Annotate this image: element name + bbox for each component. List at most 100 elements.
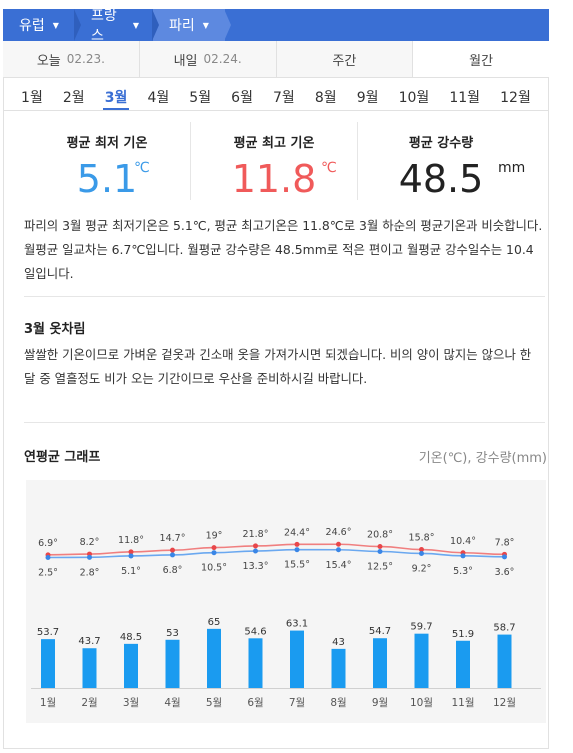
x-tick-label: 11월 xyxy=(451,697,474,709)
rainfall-label: 54.7 xyxy=(369,626,391,637)
clothing-title: 3월 옷차림 xyxy=(24,322,86,337)
breadcrumb: 유럽 ▼ 프랑스 ▼ 파리 ▼ xyxy=(3,8,549,44)
max-temp-label: 24.4° xyxy=(284,527,310,538)
rainfall-bar xyxy=(497,634,512,688)
month-tab-8[interactable]: 8월 xyxy=(314,90,337,106)
x-tick-label: 2월 xyxy=(81,697,97,709)
tab-date: 02.23. xyxy=(66,52,105,66)
breadcrumb-continent[interactable]: 유럽 ▼ xyxy=(3,9,81,41)
max-temp-label: 8.2° xyxy=(80,537,100,548)
min-temp-label: 9.2° xyxy=(412,563,432,574)
max-temp-label: 21.8° xyxy=(243,529,269,540)
graph-units-note: 기온(℃), 강수량(mm) xyxy=(418,451,547,466)
min-temp-label: 6.8° xyxy=(163,565,183,576)
month-tab-4[interactable]: 4월 xyxy=(147,90,170,106)
min-temp-point xyxy=(377,549,383,554)
rainfall-label: 58.7 xyxy=(493,623,515,634)
rainfall-bar xyxy=(207,628,221,688)
month-tab-3[interactable]: 3월 xyxy=(102,78,129,110)
stat-title: 평균 최고 기온 xyxy=(233,136,315,151)
month-tab-2[interactable]: 2월 xyxy=(62,90,85,106)
rainfall-label: 59.7 xyxy=(410,622,432,633)
x-tick-label: 5월 xyxy=(206,697,222,709)
month-tab-12[interactable]: 12월 xyxy=(500,90,531,106)
max-temp-point xyxy=(294,541,300,547)
stat-unit: mm xyxy=(498,160,526,176)
rainfall-label: 53 xyxy=(166,628,179,639)
breadcrumb-label: 유럽 xyxy=(19,18,45,34)
month-tab-7[interactable]: 7월 xyxy=(273,90,295,106)
month-tab-9[interactable]: 9월 xyxy=(356,90,379,106)
max-temp-label: 6.9° xyxy=(38,538,58,549)
stat-value: 48.5 xyxy=(398,157,484,201)
min-temp-point xyxy=(460,553,466,559)
month-tabs: 1월 2월 3월 4월 5월 6월 7월 8월 9월 10월 11월 12월 xyxy=(3,78,549,111)
rainfall-label: 63.1 xyxy=(286,619,308,630)
stat-value: 11.8 xyxy=(231,157,317,201)
rainfall-label: 48.5 xyxy=(120,632,142,643)
clothing-text: 쌀쌀한 기온이므로 가벼운 겉옷과 긴소매 옷을 가져가시면 되겠습니다. 비의… xyxy=(24,347,532,386)
min-temp-label: 3.6° xyxy=(495,567,515,578)
breadcrumb-label: 파리 xyxy=(169,18,195,34)
min-temp-point xyxy=(502,554,507,560)
month-tab-10[interactable]: 10월 xyxy=(398,90,430,106)
stat-title: 평균 강수량 xyxy=(408,136,474,151)
rainfall-bar xyxy=(331,648,346,688)
min-temp-point xyxy=(211,550,217,556)
rainfall-bars: 53.7 43.7 48.5 53 65 54.6 63.1 43 54.7 59.7 51.9 58… xyxy=(37,617,516,688)
month-tab-6[interactable]: 6월 xyxy=(231,90,253,106)
tab-monthly[interactable]: 월간 xyxy=(413,41,549,77)
month-tab-1[interactable]: 1월 xyxy=(21,90,43,106)
monthly-stats: 평균 최저 기온 5.1 ℃ 평균 최고 기온 11.8 ℃ 평균 강수량 48… xyxy=(24,122,526,201)
min-temp-label: 15.5° xyxy=(284,560,310,571)
min-temp-label: 2.5° xyxy=(38,568,58,579)
stat-title: 평균 최저 기온 xyxy=(66,136,148,151)
min-temp-label: 2.8° xyxy=(80,567,100,578)
min-temp-point xyxy=(87,554,92,560)
stat-unit: ℃ xyxy=(321,160,337,176)
divider xyxy=(24,422,545,423)
rainfall-bar xyxy=(165,639,180,688)
min-temp-point xyxy=(128,553,134,559)
tab-tomorrow[interactable]: 내일 02.24. xyxy=(139,41,277,77)
month-tab-11[interactable]: 11월 xyxy=(449,90,481,106)
min-temp-point xyxy=(294,547,300,553)
min-temp-point xyxy=(170,552,175,558)
rainfall-label: 53.7 xyxy=(37,627,59,638)
divider xyxy=(24,296,545,297)
max-temp-label: 10.4° xyxy=(450,536,476,547)
breadcrumb-label: 프랑스 xyxy=(91,8,117,44)
x-tick-label: 8월 xyxy=(330,697,346,709)
tab-label: 내일 xyxy=(173,53,198,69)
stat-max-temp: 평균 최고 기온 11.8 ℃ xyxy=(191,122,358,201)
max-temp-point xyxy=(419,547,424,553)
temperature-lines: 6.9° 8.2° 11.8° 14.7° 19° 21.8° 24.4° 24.6° 20.8… xyxy=(38,527,514,578)
x-tick-label: 4월 xyxy=(164,697,180,709)
tab-weekly[interactable]: 주간 xyxy=(276,41,414,77)
max-temp-point xyxy=(253,543,258,549)
tab-today[interactable]: 오늘 02.23. xyxy=(3,41,140,77)
month-description: 파리의 3월 평균 최저기온은 5.1℃, 평균 최고기온은 11.8℃로 3월… xyxy=(24,218,543,281)
x-axis: 1월 2월 3월 4월 5월 6월 7월 8월 9월 10월 11월 12월 xyxy=(31,688,541,709)
rainfall-bar xyxy=(41,639,55,688)
breadcrumb-city[interactable]: 파리 ▼ xyxy=(153,9,231,41)
min-temp-point xyxy=(45,555,51,560)
rainfall-bar xyxy=(82,648,97,688)
rainfall-label: 54.6 xyxy=(244,626,266,637)
x-tick-label: 7월 xyxy=(289,697,305,709)
caret-down-icon: ▼ xyxy=(52,20,59,30)
stat-value: 5.1 xyxy=(76,157,138,201)
rainfall-bar xyxy=(290,630,304,688)
x-tick-label: 3월 xyxy=(123,697,139,709)
min-temp-label: 5.3° xyxy=(453,566,473,577)
breadcrumb-country[interactable]: 프랑스 ▼ xyxy=(75,8,159,44)
rainfall-bar xyxy=(248,638,263,688)
min-temp-label: 10.5° xyxy=(201,563,227,574)
max-temp-label: 15.8° xyxy=(409,533,435,544)
max-temp-label: 11.8° xyxy=(118,535,144,546)
rainfall-bar xyxy=(124,643,138,688)
annual-chart: 6.9° 8.2° 11.8° 14.7° 19° 21.8° 24.4° 24.6° 20.8… xyxy=(26,480,546,723)
min-temp-label: 12.5° xyxy=(367,562,393,573)
month-tab-5[interactable]: 5월 xyxy=(189,90,212,106)
x-tick-label: 10월 xyxy=(410,697,433,709)
